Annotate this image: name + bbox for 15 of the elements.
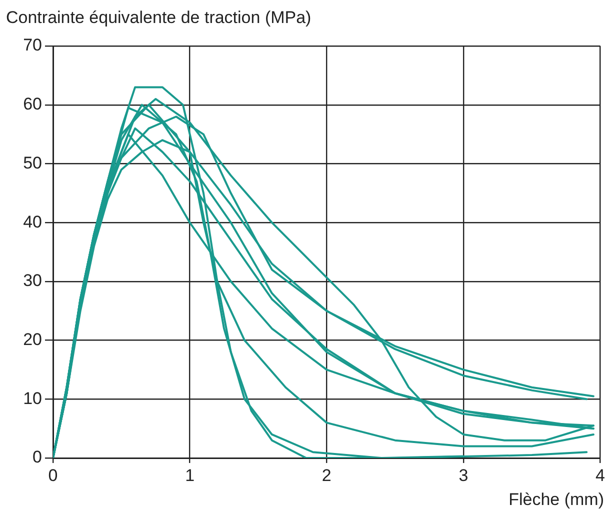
y-tick-label: 10 bbox=[23, 388, 42, 408]
x-tick-label: 0 bbox=[48, 466, 58, 485]
x-tick-label: 2 bbox=[322, 466, 332, 485]
x-axis-title: Flèche (mm) bbox=[508, 490, 604, 510]
y-tick-label: 20 bbox=[23, 330, 42, 349]
y-tick-label: 60 bbox=[23, 94, 42, 114]
y-tick-label: 70 bbox=[23, 36, 42, 55]
y-tick-label: 40 bbox=[23, 212, 42, 232]
y-axis-title: Contrainte équivalente de traction (MPa) bbox=[6, 8, 312, 28]
y-tick-label: 30 bbox=[23, 271, 42, 290]
x-tick-label: 3 bbox=[458, 466, 468, 485]
y-tick-label: 0 bbox=[32, 448, 42, 467]
x-tick-label: 4 bbox=[596, 466, 606, 485]
x-tick-label: 1 bbox=[185, 466, 195, 485]
y-tick-label: 50 bbox=[23, 153, 42, 172]
